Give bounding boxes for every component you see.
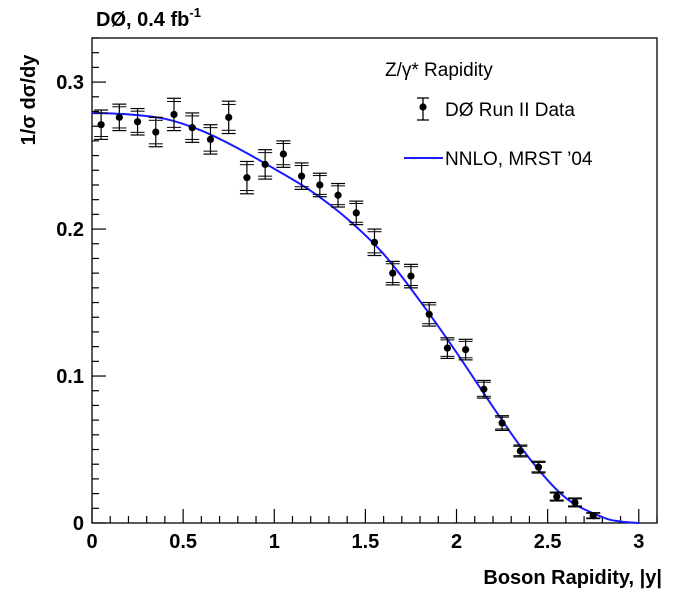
x-tick-label: 0.5 [169,531,197,553]
data-point [586,512,601,520]
data-point [239,160,254,195]
data-marker [553,492,561,501]
y-tick-label: 0.1 [56,366,84,388]
data-marker [334,191,342,199]
data-marker [516,447,524,455]
data-marker [133,118,142,126]
data-marker [352,209,360,217]
data-point [385,260,400,286]
data-marker [206,135,215,144]
data-marker [407,272,415,280]
data-marker [279,150,287,158]
data-point [203,124,218,155]
data-point [294,162,309,190]
data-point [221,100,236,135]
y-tick-label: 0 [73,513,84,535]
data-marker [115,113,123,121]
data-marker [152,128,160,136]
y-axis-label: 1/σ dσ/dy [18,54,40,146]
plot-border [91,37,658,524]
legend-label-data: DØ Run II Data [445,100,575,121]
data-point [567,497,582,508]
data-marker [443,344,452,352]
data-point [458,338,473,361]
legend: Z/γ* Rapidity DØ Run II Data NNLO, MRST … [385,60,593,170]
data-marker [425,310,433,318]
data-marker [316,181,324,189]
data-marker [534,463,543,471]
theory-curve-layer [91,111,639,524]
data-marker [188,124,196,132]
data-point [94,109,109,141]
data-point [513,444,528,458]
data-point [495,415,510,432]
data-marker [97,121,105,129]
data-marker [498,419,506,427]
data-point [549,491,564,502]
data-marker [225,113,233,121]
data-point [112,103,127,132]
x-tick-label: 0 [86,531,97,553]
data-marker [243,174,251,182]
data-point [167,97,182,132]
legend-label-theory: NNLO, MRST ’04 [445,149,593,170]
legend-marker-data [417,97,429,121]
data-point [331,182,346,208]
data-marker [480,385,488,393]
data-marker [170,110,178,119]
legend-title: Z/γ* Rapidity [385,60,493,81]
data-point [403,263,418,289]
x-tick-label: 2 [451,531,462,553]
experiment-label: DØ, 0.4 fb-1 [96,5,201,31]
y-tick-label: 0.2 [56,219,84,241]
data-point [531,460,546,474]
data-point [185,112,200,143]
x-tick-label: 1 [269,531,280,553]
data-point [276,140,291,168]
data-marker [370,238,379,246]
y-tick-label: 0.3 [56,72,84,94]
x-tick-label: 1.5 [351,531,379,553]
data-point [349,200,364,226]
theory-curve [91,111,639,524]
data-point [476,379,491,399]
data-marker [297,172,306,180]
data-marker [589,512,597,520]
data-point [258,149,273,180]
data-point [440,337,455,359]
plot-frame [91,37,658,524]
x-tick-label: 2.5 [534,531,562,553]
data-point [148,116,163,148]
data-marker [261,160,269,168]
data-point [312,172,327,198]
x-tick-label: 3 [633,531,644,553]
data-points-layer [94,97,601,520]
data-point [130,107,145,136]
data-marker [389,269,397,277]
axis-ticks: 0 0.5 1 1.5 2 2.5 3 0 0.1 0.2 0.3 [56,37,658,553]
x-axis-label: Boson Rapidity, |y| [483,567,662,589]
data-point [422,301,437,327]
data-point [367,228,382,257]
data-marker [462,345,470,354]
data-marker [571,498,579,507]
